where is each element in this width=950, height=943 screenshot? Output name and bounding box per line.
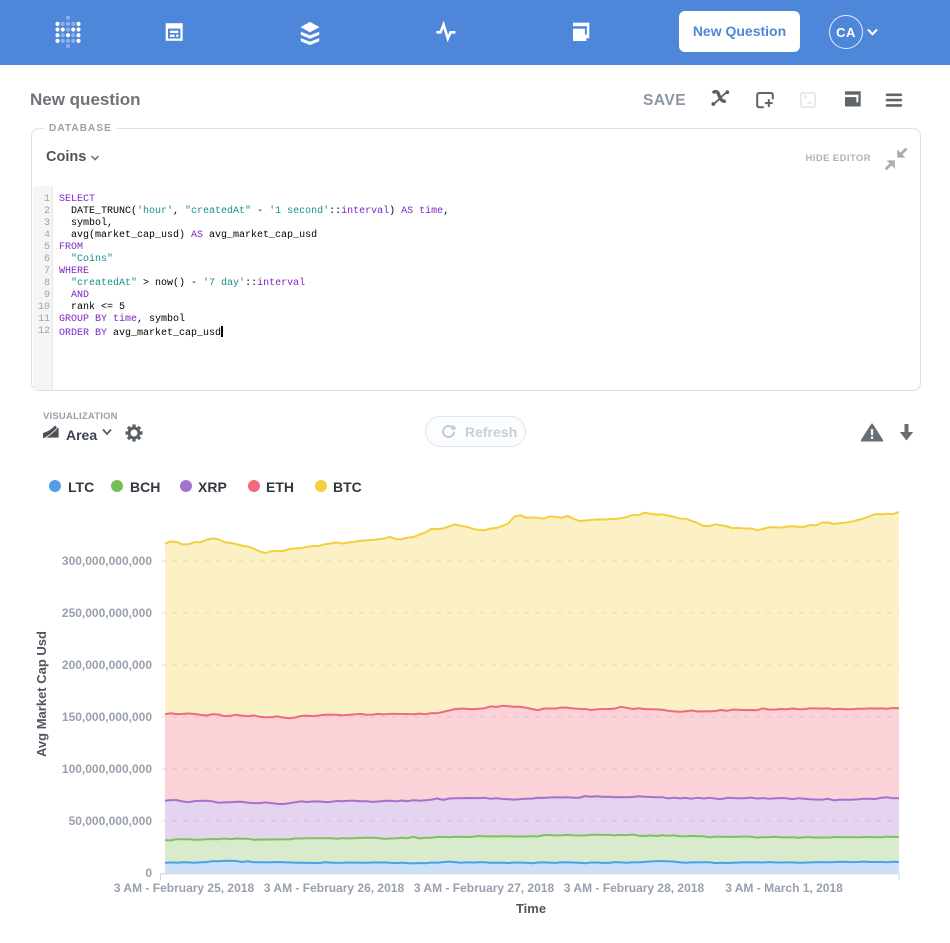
svg-text:3 AM - February 28, 2018: 3 AM - February 28, 2018 [564, 881, 705, 895]
svg-text:150,000,000,000: 150,000,000,000 [62, 710, 152, 724]
svg-text:Time: Time [516, 901, 546, 916]
svg-text:3 AM - March 1, 2018: 3 AM - March 1, 2018 [725, 881, 843, 895]
svg-text:250,000,000,000: 250,000,000,000 [62, 606, 152, 620]
svg-text:3 AM - February 27, 2018: 3 AM - February 27, 2018 [414, 881, 555, 895]
svg-text:Avg Market Cap Usd: Avg Market Cap Usd [34, 631, 49, 757]
svg-text:50,000,000,000: 50,000,000,000 [69, 814, 153, 828]
svg-text:300,000,000,000: 300,000,000,000 [62, 554, 152, 568]
svg-text:3 AM - February 26, 2018: 3 AM - February 26, 2018 [264, 881, 405, 895]
svg-text:0: 0 [145, 866, 152, 880]
svg-text:200,000,000,000: 200,000,000,000 [62, 658, 152, 672]
svg-text:3 AM - February 25, 2018: 3 AM - February 25, 2018 [114, 881, 255, 895]
svg-text:100,000,000,000: 100,000,000,000 [62, 762, 152, 776]
